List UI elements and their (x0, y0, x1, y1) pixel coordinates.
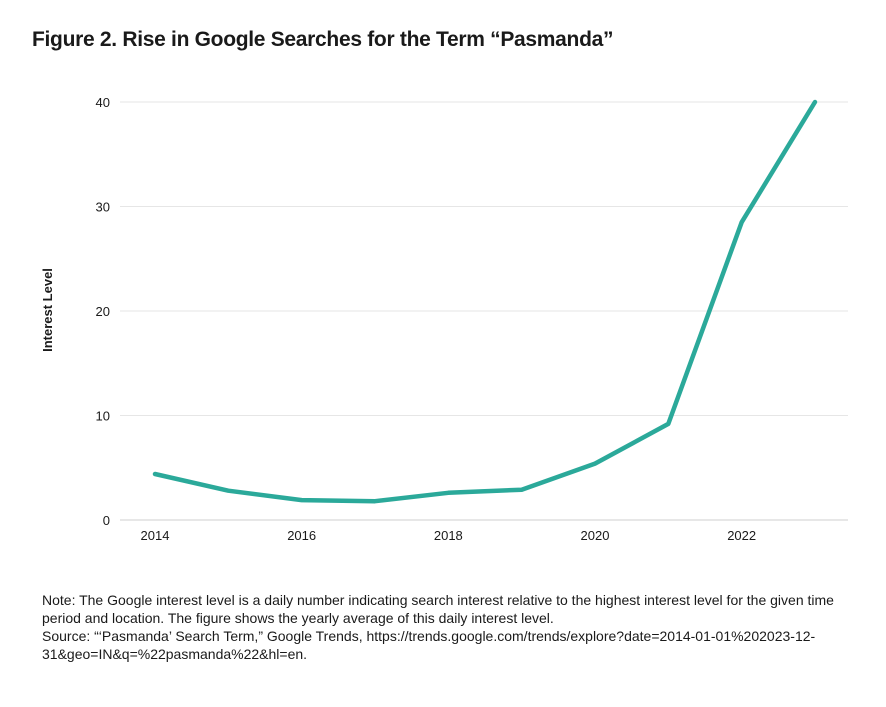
y-tick-label: 20 (96, 304, 110, 319)
x-tick-label: 2022 (727, 528, 756, 543)
y-tick-labels: 0 10 20 30 40 (96, 95, 110, 528)
x-tick-label: 2020 (581, 528, 610, 543)
grid-lines (120, 101, 848, 521)
x-tick-label: 2018 (434, 528, 463, 543)
x-tick-label: 2016 (287, 528, 316, 543)
note-text: Note: The Google interest level is a dai… (42, 592, 834, 626)
y-tick-label: 0 (103, 513, 110, 528)
y-axis-label: Interest Level (40, 268, 55, 352)
x-tick-label: 2014 (141, 528, 170, 543)
series-group (152, 99, 818, 504)
series-line-pasmanda (152, 99, 818, 504)
figure-note: Note: The Google interest level is a dai… (42, 591, 842, 663)
x-tick-labels: 2014 2016 2018 2020 2022 (141, 528, 757, 543)
y-tick-label: 30 (96, 200, 110, 215)
y-tick-label: 10 (96, 409, 110, 424)
y-tick-label: 40 (96, 95, 110, 110)
line-chart: 0 10 20 30 40 2014 2016 2018 2020 2022 Interest … (40, 95, 848, 543)
chart-title: Figure 2. Rise in Google Searches for th… (32, 28, 614, 51)
source-text: Source: “‘Pasmanda’ Search Term,” Google… (42, 628, 816, 662)
